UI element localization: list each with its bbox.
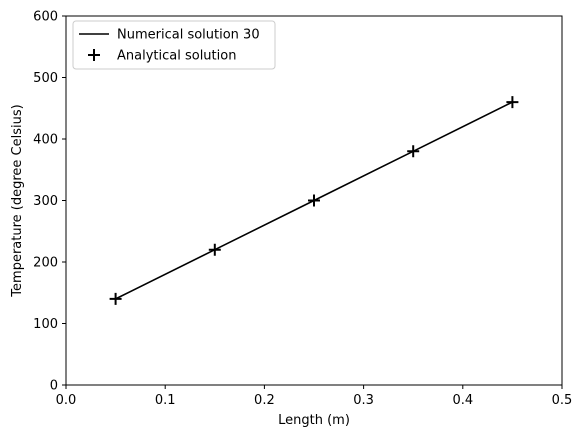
x-tick-label: 0.2 (254, 393, 275, 408)
x-axis-title: Length (m) (278, 413, 350, 428)
x-tick-label: 0.4 (452, 393, 473, 408)
x-tick-label: 0.0 (56, 393, 77, 408)
y-tick-label: 400 (33, 133, 58, 148)
x-tick-label: 0.1 (155, 393, 176, 408)
y-tick-label: 600 (33, 10, 58, 25)
legend-box (72, 20, 276, 70)
legend-label-analytical: Analytical solution (117, 49, 236, 64)
x-tick-label: 0.3 (353, 393, 374, 408)
data-point-analytical (506, 96, 519, 109)
y-tick-label: 100 (33, 317, 58, 332)
legend-plus-swatch (88, 49, 100, 61)
y-tick-label: 300 (33, 194, 58, 209)
data-point-analytical (109, 292, 122, 305)
data-point-analytical (308, 194, 320, 207)
series-layer (109, 96, 519, 305)
y-tick-label: 500 (33, 71, 58, 86)
data-point-analytical (208, 243, 221, 256)
legend: Numerical solution 30 Analytical solutio… (72, 20, 276, 70)
x-tick-label: 0.5 (552, 393, 573, 408)
ticks-layer: 0.0 0.1 0.2 0.3 0.4 0.5 0 100 200 300 400 500 600 (33, 10, 572, 409)
y-tick-label: 0 (50, 379, 58, 394)
legend-label-numerical: Numerical solution 30 (117, 28, 260, 43)
y-tick-label: 200 (33, 256, 58, 271)
data-point-analytical (407, 145, 420, 158)
y-axis-title: Temperature (degree Celsius) (10, 104, 25, 297)
plot-frame (65, 15, 563, 386)
